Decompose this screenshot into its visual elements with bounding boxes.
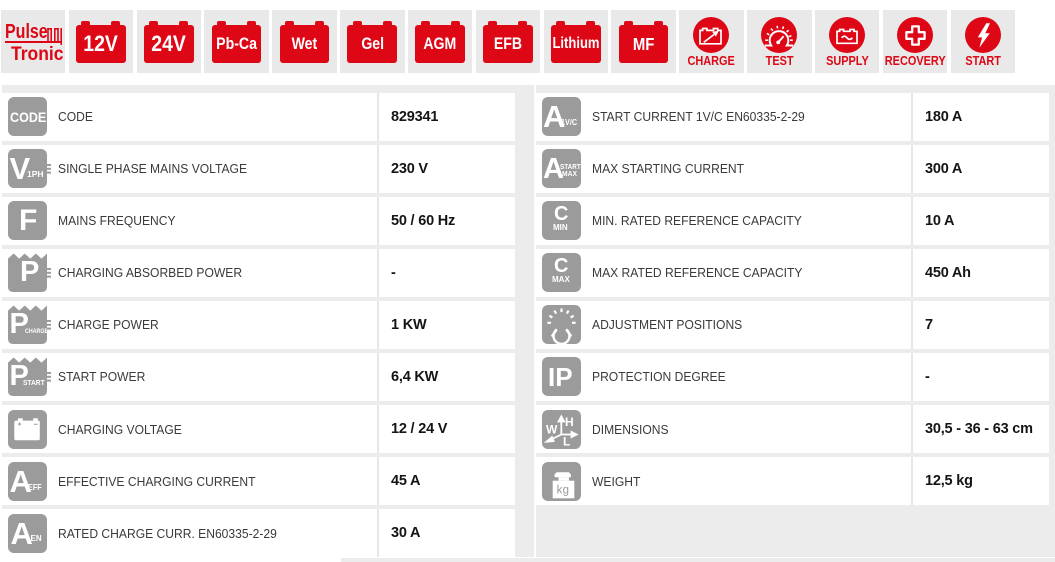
svg-text:kg: kg — [556, 484, 569, 496]
svg-text:H: H — [565, 415, 574, 429]
svg-text:W: W — [546, 422, 558, 436]
svg-text:L: L — [563, 434, 570, 448]
